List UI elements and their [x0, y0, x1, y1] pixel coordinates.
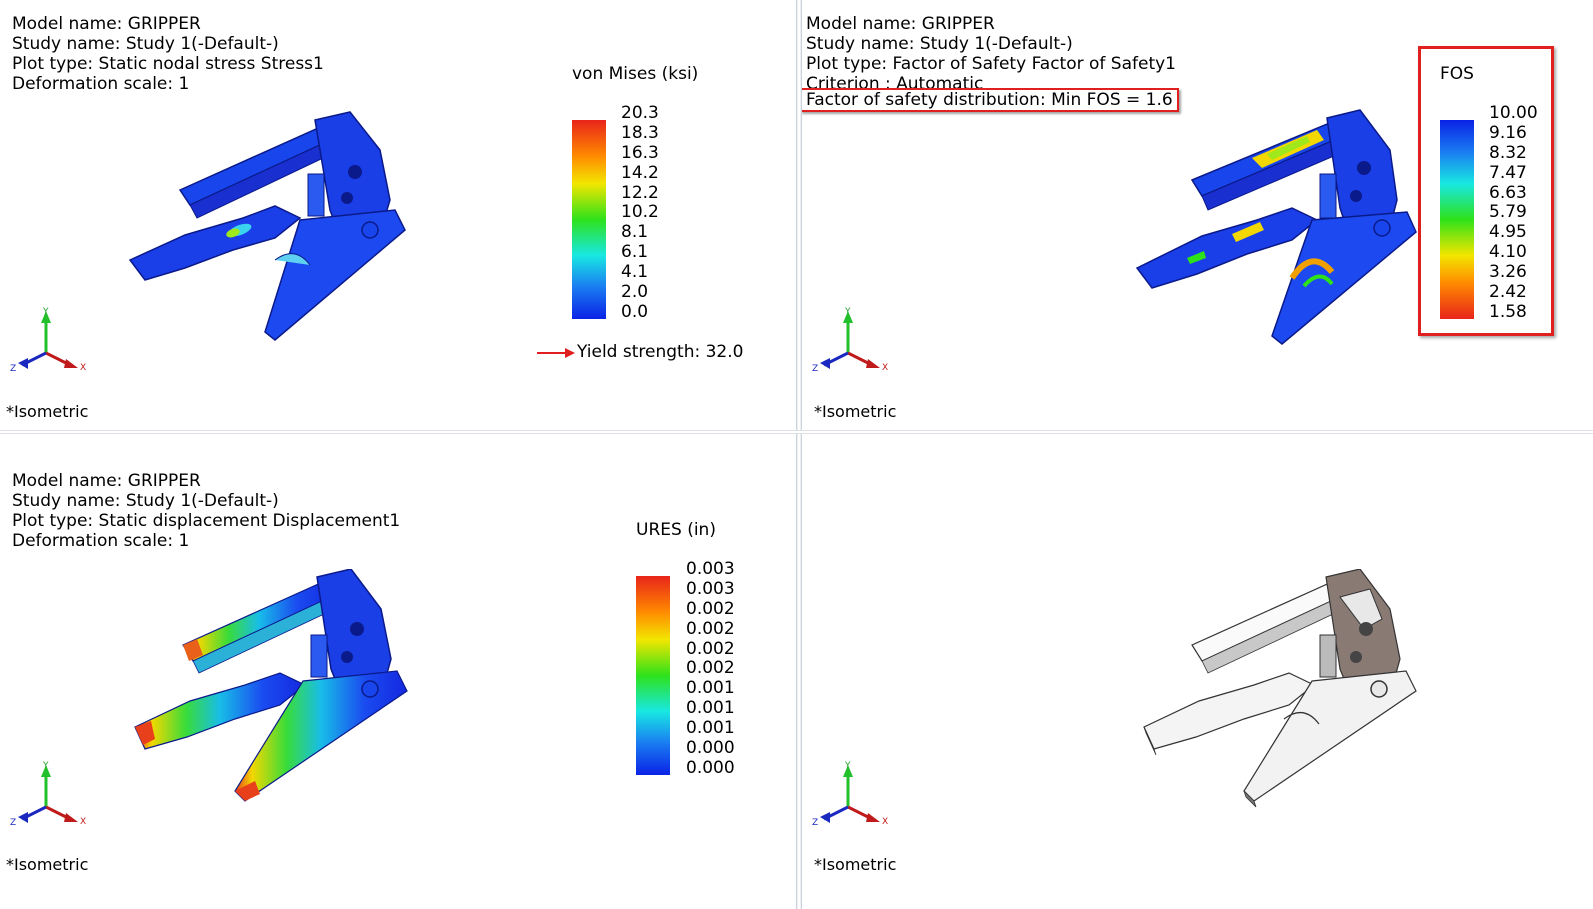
color-scale-bar: [1440, 120, 1474, 319]
legend-title: FOS: [1440, 64, 1474, 84]
tick-label: 0.000: [686, 738, 735, 759]
gripper-model[interactable]: [1134, 569, 1424, 809]
view-orientation-label: *Isometric: [6, 855, 89, 874]
tick-label: 0.002: [686, 638, 735, 659]
tick-label: 2.42: [1489, 282, 1527, 303]
triad-y-label: Y: [42, 761, 49, 771]
model-name-text: Model name: GRIPPER: [12, 14, 201, 34]
stress-info-block: Model name: GRIPPER Study name: Study 1(…: [12, 14, 324, 94]
model-name-text: Model name: GRIPPER: [12, 471, 201, 491]
triad-x-label: X: [80, 817, 86, 827]
displacement-viewport[interactable]: Model name: GRIPPER Study name: Study 1(…: [0, 434, 796, 909]
model-viewport[interactable]: Y X Z *Isometric: [802, 434, 1593, 909]
triad-y-label: Y: [844, 761, 851, 771]
tick-label: 2.0: [621, 282, 649, 303]
tick-label: 4.10: [1489, 242, 1527, 263]
triad-x-label: X: [882, 363, 888, 373]
triad-x-label: X: [80, 363, 86, 373]
tick-label: 6.63: [1489, 182, 1527, 203]
triad-z-label: Z: [812, 818, 818, 828]
tick-label: 0.001: [686, 718, 735, 739]
triad-z-label: Z: [812, 364, 818, 374]
viewport-horizontal-splitter[interactable]: [0, 430, 1593, 434]
triad-z-label: Z: [10, 818, 16, 828]
tick-label: 0.000: [686, 757, 735, 778]
tick-label: 8.32: [1489, 142, 1527, 163]
legend-ticks: 20.3 18.3 16.3 14.2 12.2 10.2 8.1 6.1 4.…: [621, 103, 659, 323]
fos-gripper-model[interactable]: [1132, 108, 1422, 353]
tick-label: 10.2: [621, 202, 659, 223]
tick-label: 9.16: [1489, 122, 1527, 143]
axis-triad-icon: Y X Z: [10, 761, 86, 828]
color-scale-bar: [636, 576, 670, 775]
criterion-text: Criterion : Automatic: [806, 74, 984, 88]
fos-legend-highlight-box: [1418, 46, 1554, 336]
color-scale-bar: [572, 120, 606, 319]
legend-title: von Mises (ksi): [572, 64, 699, 84]
tick-label: 18.3: [621, 122, 659, 143]
tick-label: 0.003: [686, 559, 735, 579]
yield-strength-text: Yield strength: 32.0: [577, 342, 744, 362]
tick-label: 8.1: [621, 222, 649, 243]
legend-ticks: 0.003 0.003 0.002 0.002 0.002 0.002 0.00…: [686, 559, 735, 779]
tick-label: 1.58: [1489, 301, 1527, 322]
stress-viewport[interactable]: Model name: GRIPPER Study name: Study 1(…: [0, 0, 796, 430]
tick-label: 20.3: [621, 103, 659, 123]
triad-x-label: X: [882, 817, 888, 827]
stress-gripper-model[interactable]: [125, 110, 415, 350]
deformation-scale-text: Deformation scale: 1: [12, 74, 190, 94]
tick-label: 6.1: [621, 242, 649, 263]
plot-type-text: Plot type: Static displacement Displacem…: [12, 511, 401, 531]
tick-label: 14.2: [621, 162, 659, 183]
viewport-vertical-splitter[interactable]: [796, 0, 802, 909]
tick-label: 0.003: [686, 578, 735, 599]
legend-title: URES (in): [636, 520, 716, 540]
min-fos-callout: Factor of safety distribution: Min FOS =…: [802, 88, 1179, 112]
study-name-text: Study name: Study 1(-Default-): [12, 491, 279, 511]
plot-type-text: Plot type: Static nodal stress Stress1: [12, 54, 324, 74]
view-orientation-label: *Isometric: [814, 855, 897, 874]
tick-label: 0.002: [686, 658, 735, 679]
yield-arrow-icon: [537, 348, 575, 358]
tick-label: 12.2: [621, 182, 659, 203]
axis-triad-icon: Y X Z: [10, 307, 86, 374]
triad-y-label: Y: [844, 307, 851, 317]
study-name-text: Study name: Study 1(-Default-): [12, 34, 279, 54]
triad-z-label: Z: [10, 364, 16, 374]
tick-label: 4.1: [621, 262, 649, 283]
tick-label: 0.001: [686, 698, 735, 719]
triad-y-label: Y: [42, 307, 49, 317]
tick-label: 3.26: [1489, 262, 1527, 283]
displacement-info-block: Model name: GRIPPER Study name: Study 1(…: [12, 471, 400, 551]
deformation-scale-text: Deformation scale: 1: [12, 531, 190, 551]
view-orientation-label: *Isometric: [814, 402, 897, 421]
plot-type-text: Plot type: Factor of Safety Factor of Sa…: [806, 54, 1176, 74]
view-orientation-label: *Isometric: [6, 402, 89, 421]
legend-ticks: 10.00 9.16 8.32 7.47 6.63 5.79 4.95 4.10…: [1489, 103, 1538, 323]
tick-label: 0.002: [686, 618, 735, 639]
axis-triad-icon: Y X Z: [812, 307, 888, 374]
tick-label: 0.0: [621, 301, 649, 322]
model-name-text: Model name: GRIPPER: [806, 14, 995, 34]
tick-label: 10.00: [1489, 103, 1538, 123]
study-name-text: Study name: Study 1(-Default-): [806, 34, 1073, 54]
tick-label: 5.79: [1489, 202, 1527, 223]
displacement-gripper-model[interactable]: [125, 569, 415, 809]
fos-info-block: Model name: GRIPPER Study name: Study 1(…: [802, 14, 1179, 112]
tick-label: 4.95: [1489, 222, 1527, 243]
tick-label: 7.47: [1489, 162, 1527, 183]
tick-label: 0.002: [686, 598, 735, 619]
axis-triad-icon: Y X Z: [812, 761, 888, 828]
tick-label: 0.001: [686, 678, 735, 699]
fos-viewport[interactable]: Model name: GRIPPER Study name: Study 1(…: [802, 0, 1593, 430]
tick-label: 16.3: [621, 142, 659, 163]
